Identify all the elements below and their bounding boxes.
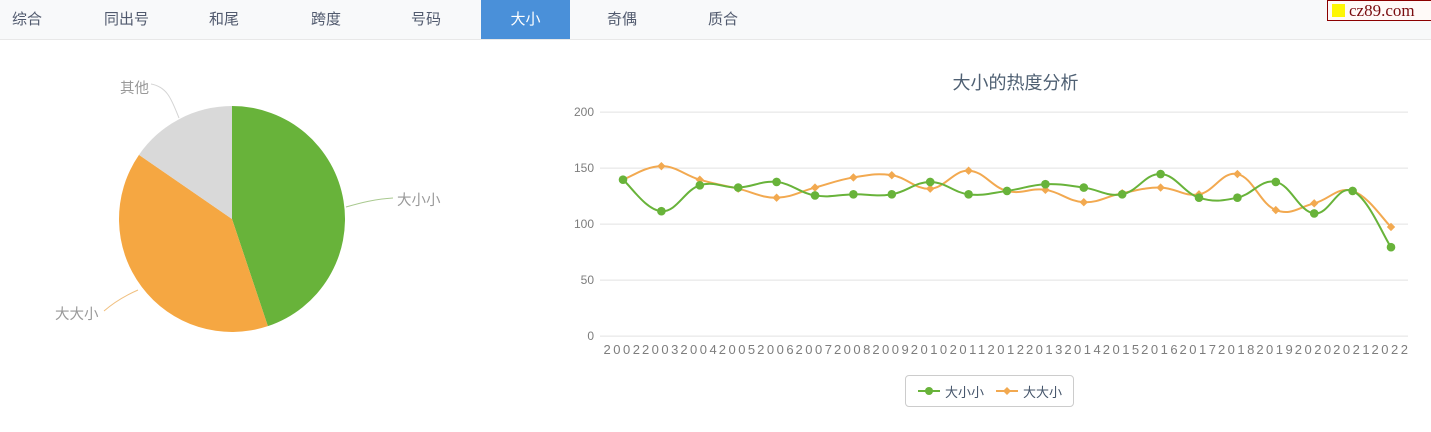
svg-text:2015: 2015 [1103, 342, 1142, 357]
svg-text:2020: 2020 [1295, 342, 1334, 357]
svg-text:2011: 2011 [950, 342, 988, 357]
svg-text:0: 0 [587, 329, 594, 343]
svg-text:2004: 2004 [680, 342, 719, 357]
svg-text:2021: 2021 [1333, 342, 1372, 357]
svg-text:200: 200 [574, 105, 594, 119]
svg-text:2005: 2005 [719, 342, 758, 357]
svg-text:2010: 2010 [911, 342, 950, 357]
svg-text:2003: 2003 [642, 342, 681, 357]
svg-text:2018: 2018 [1218, 342, 1257, 357]
svg-text:2006: 2006 [757, 342, 796, 357]
svg-text:2016: 2016 [1141, 342, 1180, 357]
svg-text:2012: 2012 [988, 342, 1027, 357]
svg-text:2013: 2013 [1026, 342, 1065, 357]
svg-text:2007: 2007 [796, 342, 835, 357]
svg-text:2008: 2008 [834, 342, 873, 357]
svg-text:2017: 2017 [1180, 342, 1219, 357]
svg-text:2002: 2002 [604, 342, 643, 357]
svg-text:2022: 2022 [1372, 342, 1411, 357]
svg-text:150: 150 [574, 161, 594, 175]
svg-text:100: 100 [574, 217, 594, 231]
svg-text:2009: 2009 [872, 342, 911, 357]
svg-text:2014: 2014 [1064, 342, 1103, 357]
svg-text:2019: 2019 [1256, 342, 1295, 357]
svg-text:50: 50 [581, 273, 595, 287]
